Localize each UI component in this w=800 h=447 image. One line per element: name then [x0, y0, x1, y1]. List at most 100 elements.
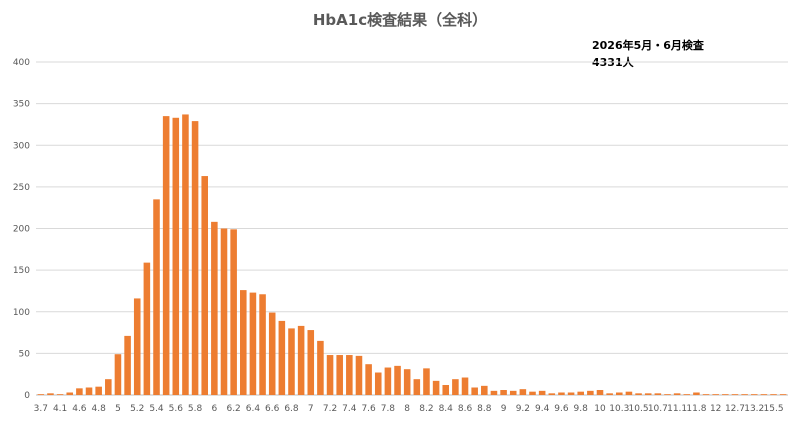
y-tick-label: 100: [13, 308, 30, 318]
bar-9.4: [538, 390, 546, 395]
bar-8: [403, 369, 411, 395]
x-tick-label: 9.4: [535, 404, 550, 414]
chart-title: HbA1c検査結果（全科）: [313, 11, 487, 29]
bar-8.9: [490, 390, 498, 395]
x-tick-label: 5.8: [188, 404, 203, 414]
gridlines: [36, 61, 788, 396]
bar-13.2: [750, 394, 758, 395]
bar-10.6: [644, 393, 652, 395]
x-tick-label: 7.6: [361, 404, 376, 414]
bar-7.8: [384, 367, 392, 395]
x-tick-label: 4.1: [53, 404, 67, 414]
bar-9.8: [577, 391, 584, 395]
y-tick-label: 0: [24, 391, 30, 401]
bar-6.9: [297, 325, 305, 395]
x-tick-label: 5.2: [130, 404, 144, 414]
bar-4.7: [85, 387, 93, 395]
bar-8.8: [481, 385, 488, 395]
bars: [37, 114, 787, 396]
bar-4.1: [56, 394, 64, 395]
bar-8.2: [423, 368, 430, 395]
y-tick-label: 50: [19, 349, 31, 359]
bar-3.7: [37, 394, 45, 395]
bar-6.8: [288, 328, 295, 395]
bar-7.3: [336, 355, 343, 395]
bar-10.4: [625, 391, 633, 395]
bar-9.9: [587, 390, 594, 395]
bar-9.1: [509, 390, 517, 395]
bar-10.2: [606, 393, 613, 395]
bar-11.5: [683, 394, 691, 395]
x-tick-label: 6.8: [284, 404, 299, 414]
bar-4.9: [105, 379, 112, 395]
bar-5.2: [133, 298, 141, 395]
bar-6: [211, 221, 218, 395]
x-tick-label: 6.6: [265, 404, 280, 414]
y-tick-label: 200: [13, 225, 30, 235]
annotation-exam-period: 2026年5月・6月検査: [592, 38, 704, 52]
x-tick-label: 12.7: [725, 404, 745, 414]
y-tick-label: 400: [13, 58, 30, 68]
bar-6.3: [240, 290, 247, 395]
x-tick-label: 13.2: [744, 404, 764, 414]
x-tick-label: 15.5: [764, 404, 784, 414]
x-tick-label: 6.2: [226, 404, 240, 414]
bar-8.7: [471, 387, 478, 395]
x-axis-tick-labels: 3.7 4.1 4.6 4.8 5 5.2 5.4 5.6 5.8 6 6.2 6.4 6.6 6.8 7 7…: [34, 404, 784, 414]
bar-7.4: [346, 355, 353, 395]
x-tick-label: 9: [501, 404, 507, 414]
x-tick-label: 7: [308, 404, 314, 414]
x-tick-label: 3.7: [34, 404, 48, 414]
bar-7.1: [317, 340, 324, 395]
bar-4.8: [95, 386, 102, 395]
x-tick-label: 9.2: [516, 404, 530, 414]
bar-6.5: [259, 294, 266, 395]
x-tick-label: 10: [594, 404, 606, 414]
bar-6.1: [220, 228, 228, 395]
bar-9: [500, 390, 507, 395]
bar-11.9: [702, 394, 710, 395]
x-tick-label: 9.6: [554, 404, 569, 414]
x-tick-label: 8.2: [419, 404, 433, 414]
bar-5.7: [182, 114, 189, 395]
bar-15.5: [770, 394, 777, 395]
bar-5.6: [172, 117, 180, 395]
x-tick-label: 12: [710, 404, 721, 414]
bar-5.9: [201, 176, 208, 395]
x-tick-label: 6: [211, 404, 217, 414]
x-tick-label: 4.6: [72, 404, 87, 414]
bar-10.9: [664, 394, 671, 395]
y-axis-tick-labels: 0 50 100 150 200 250 300 350 400: [13, 58, 30, 401]
x-tick-label: 11.8: [686, 404, 706, 414]
x-tick-label: 7.8: [381, 404, 396, 414]
bar-10.7: [654, 393, 662, 395]
bar-3.9: [47, 393, 54, 395]
bar-10.5: [635, 393, 642, 395]
bar-4.6: [76, 388, 83, 395]
x-tick-label: 7.4: [342, 404, 357, 414]
bar-5: [114, 354, 122, 395]
bar-8.4: [442, 385, 450, 395]
bar-9.6: [558, 392, 565, 395]
x-tick-label: 11.1: [667, 404, 687, 414]
x-tick-label: 4.8: [92, 404, 107, 414]
bar-6.6: [268, 312, 276, 395]
bar-11.8: [693, 392, 700, 395]
bar-9.2: [519, 389, 527, 395]
y-tick-label: 150: [13, 266, 30, 276]
bar-7.7: [374, 372, 382, 395]
bar-12.5: [722, 394, 729, 395]
x-tick-label: 5: [115, 404, 121, 414]
y-tick-label: 350: [13, 100, 30, 110]
bar-5.8: [191, 121, 199, 396]
bar-12: [712, 394, 719, 395]
bar-5.1: [124, 335, 131, 395]
bar-10: [596, 390, 604, 395]
x-tick-label: 5.6: [169, 404, 184, 414]
bar-12.7: [731, 394, 739, 395]
bar-8.6: [461, 377, 469, 395]
bar-6.2: [230, 229, 237, 395]
y-tick-label: 250: [13, 183, 30, 193]
x-tick-label: 6.4: [246, 404, 261, 414]
